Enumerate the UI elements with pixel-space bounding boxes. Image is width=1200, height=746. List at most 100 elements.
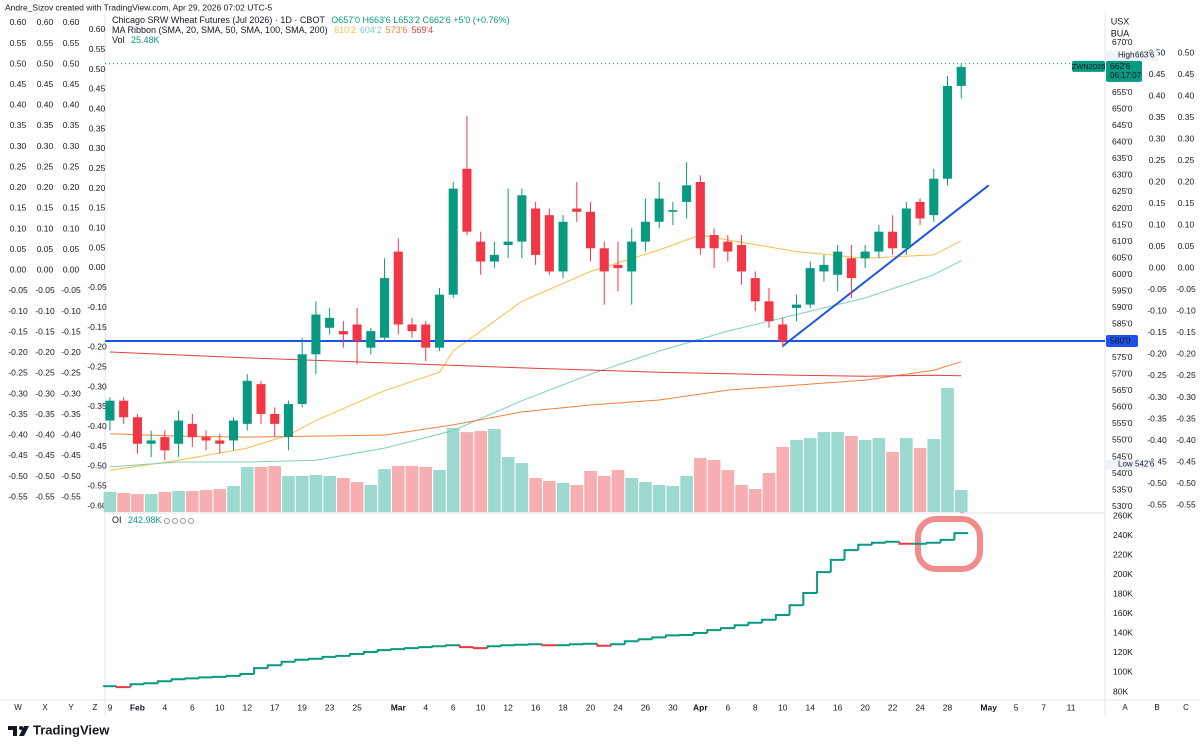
side-scale-label: -0.25 [1147, 370, 1167, 380]
side-scale-label: -0.25 [35, 368, 55, 378]
side-scale-label: -0.25 [1176, 370, 1196, 380]
side-scale-label: 0.10 [1178, 220, 1195, 230]
unit: BUA [1111, 28, 1130, 38]
candle-body [901, 208, 911, 249]
side-scale-label: -0.10 [61, 306, 81, 316]
oi-step [816, 571, 831, 593]
candle-body [874, 231, 884, 252]
side-scale-label: 0.10 [1149, 220, 1166, 230]
y-tick-label: 655'0 [1112, 87, 1133, 97]
oi-step [568, 643, 584, 646]
oi-step [706, 629, 721, 633]
side-scale-label: -0.55 [1147, 499, 1167, 509]
side-scale-label: -0.35 [87, 401, 107, 411]
oi-step [211, 675, 227, 678]
y-tick-label: 565'0 [1112, 385, 1133, 395]
x-tick-label: 24 [613, 702, 623, 712]
side-scale-label: 0.20 [89, 183, 106, 193]
candle-body [956, 66, 966, 86]
oi-step [170, 678, 186, 682]
side-scale-label: 0.25 [37, 161, 54, 171]
oi-step [843, 549, 859, 560]
high-tag [1106, 50, 1158, 61]
oi-step [665, 634, 680, 638]
side-scale-label: 0.00 [89, 262, 106, 272]
column-label: Y [68, 703, 74, 712]
volume-bar [954, 490, 968, 512]
low-label: 542'6 [1135, 460, 1155, 469]
side-scale-label: -0.25 [61, 368, 81, 378]
y-tick-label: 645'0 [1112, 120, 1133, 130]
side-scale-label: -0.35 [1176, 413, 1196, 423]
vol-legend: Vol 25.48K [112, 35, 160, 45]
side-scale-label: -0.55 [8, 491, 28, 501]
side-scale-label: 0.60 [63, 17, 80, 27]
side-scale-label: -0.05 [1176, 284, 1196, 294]
volume-bar [913, 448, 927, 512]
side-scale-label: 0.25 [10, 161, 27, 171]
side-scale-label: 0.40 [1178, 90, 1195, 100]
oi-step [720, 627, 735, 631]
legend-icons [164, 518, 194, 524]
side-scale-label: 0.45 [1149, 69, 1166, 79]
x-tick-label: 12 [503, 702, 513, 712]
candle-body [860, 251, 870, 259]
candle-body [297, 354, 307, 404]
side-scale-label: 0.10 [10, 223, 27, 233]
side-scale-label: -0.45 [8, 450, 28, 460]
candle-body [531, 208, 541, 255]
oi-step [829, 558, 845, 573]
candle-body [476, 241, 486, 262]
volume-bar [872, 438, 886, 512]
oi-step [939, 538, 955, 543]
x-tick-label: 6 [190, 702, 195, 712]
ma-value: 573'6 [386, 25, 408, 35]
y-tick-label: 595'0 [1112, 286, 1133, 296]
volume-bar [460, 432, 474, 512]
side-scale-label: 0.55 [37, 38, 54, 48]
side-scale-label: 0.60 [37, 17, 54, 27]
y-tick-label: 625'0 [1112, 186, 1133, 196]
volume-bar [515, 463, 529, 512]
x-tick-label: 4 [162, 702, 167, 712]
volume-bar [405, 465, 419, 512]
x-tick-label: 10 [476, 702, 486, 712]
volume-bar [858, 440, 872, 512]
oi-step [115, 686, 131, 689]
side-scale-label: 0.30 [1149, 133, 1166, 143]
candle-body [366, 331, 376, 348]
x-tick-label: 7 [1041, 702, 1046, 712]
oi-tick-label: 220K [1113, 550, 1133, 560]
volume-bar [721, 470, 735, 512]
volume-bar [172, 491, 185, 512]
x-tick-label: Feb [130, 702, 145, 712]
oi-step [404, 647, 419, 650]
oi-tick-label: 200K [1113, 569, 1133, 579]
oi-tick-label: 100K [1113, 667, 1133, 677]
side-scale-label: -0.15 [1147, 327, 1167, 337]
side-scale-label: -0.35 [35, 409, 55, 419]
side-scale-label: -0.30 [87, 381, 107, 391]
oi-step [459, 645, 474, 649]
side-scale-label: 0.00 [1149, 263, 1166, 273]
currency: USX [1111, 16, 1130, 26]
candle-body [682, 185, 692, 202]
side-scale-label: 0.35 [1149, 112, 1166, 122]
side-scale-label: 0.35 [10, 120, 27, 130]
oi-step [623, 640, 639, 645]
side-scale-label: -0.15 [35, 326, 55, 336]
side-scale-label: -0.50 [35, 471, 55, 481]
side-scale-label: -0.40 [35, 430, 55, 440]
side-scale-label: 0.40 [63, 100, 80, 110]
oi-step [857, 543, 872, 551]
x-tick-label: 12 [243, 702, 253, 712]
side-scale-label: -0.05 [61, 285, 81, 295]
side-scale-label: -0.20 [1147, 349, 1167, 359]
candle-body [833, 251, 843, 275]
oi-legend: OI 242.98K [112, 515, 162, 525]
volume-bar [803, 438, 817, 512]
volume-bar [158, 491, 172, 512]
candle-body [640, 221, 650, 242]
candle-body [380, 278, 390, 338]
volume-bar [556, 482, 570, 512]
